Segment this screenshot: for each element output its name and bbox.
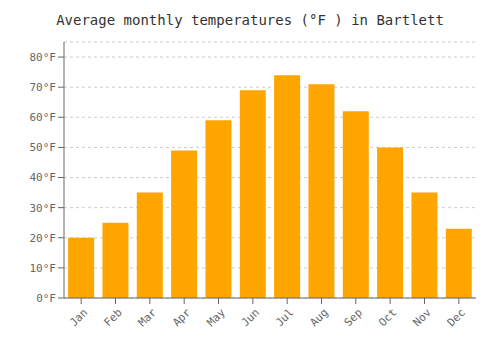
svg-text:Aug: Aug [307, 306, 330, 329]
html-text:Average monthly temperatures (: Average monthly temperatures (°F ) in Ba… [56, 12, 444, 28]
svg-text:0°F: 0°F [36, 292, 56, 305]
svg-text:50°F: 50°F [30, 141, 57, 154]
svg-text:20°F: 20°F [30, 232, 57, 245]
svg-text:May: May [204, 306, 228, 330]
svg-text:30°F: 30°F [30, 202, 57, 215]
svg-text:10°F: 10°F [30, 262, 57, 275]
svg-text:Sep: Sep [342, 306, 365, 329]
svg-text:Oct: Oct [376, 306, 399, 329]
svg-text:70°F: 70°F [30, 81, 57, 94]
svg-text:Jul: Jul [273, 306, 296, 329]
svg-text:Dec: Dec [445, 306, 468, 329]
svg-text:Jan: Jan [67, 306, 90, 329]
svg-text:Jun: Jun [239, 306, 262, 329]
svg-text:Mar: Mar [136, 306, 160, 330]
svg-text:Nov: Nov [410, 306, 434, 330]
svg-text:80°F: 80°F [30, 51, 57, 64]
svg-text:Apr: Apr [170, 306, 194, 330]
svg-text:60°F: 60°F [30, 111, 57, 124]
svg-text:Feb: Feb [101, 306, 124, 329]
svg-text:40°F: 40°F [30, 171, 57, 184]
